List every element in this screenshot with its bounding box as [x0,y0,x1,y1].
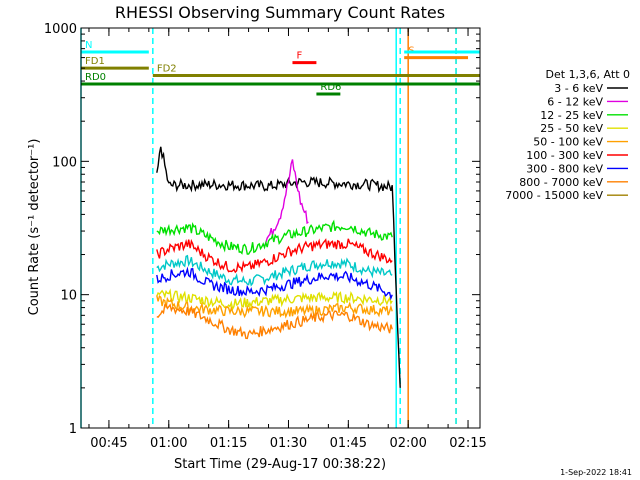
series-line-2 [156,219,393,255]
series-line-3 [156,288,393,312]
flag-label-3: RD0 [85,72,106,83]
legend-label-0: 3 - 6 keV [554,82,603,95]
x-tick-label-5: 02:00 [389,436,426,451]
x-tick-label-6: 02:15 [449,436,486,451]
x-tick-label-1: 01:00 [150,436,187,451]
series-line-1 [263,159,309,247]
legend-label-4: 50 - 100 keV [533,136,603,149]
x-tick-label-4: 01:45 [330,436,367,451]
extra-series-line-0 [156,254,393,287]
legend-label-2: 12 - 25 keV [540,109,603,122]
flag-label-4: RD6 [320,82,341,93]
series-line-0 [156,146,401,388]
x-tick-label-0: 00:45 [90,436,127,451]
chart-title: RHESSI Observing Summary Count Rates [115,3,445,22]
flag-label-2: FD2 [157,64,177,75]
x-tick-label-2: 01:15 [210,436,247,451]
y-tick-label-1: 10 [60,289,77,304]
footer-timestamp: 1-Sep-2022 18:41 [560,468,632,477]
x-axis-label: Start Time (29-Aug-17 00:38:22) [174,457,386,472]
legend-title: Det 1,3,6, Att 0 [546,68,630,81]
legend-label-1: 6 - 12 keV [547,95,603,108]
y-tick-label-0: 1 [69,422,77,437]
y-axis-label: Count Rate (s⁻¹ detector⁻¹) [27,139,42,316]
legend-label-8: 7000 - 15000 keV [505,189,603,202]
flag-label-0: N [85,40,92,51]
legend-label-6: 300 - 800 keV [526,162,603,175]
series-line-6 [156,266,393,301]
y-tick-label-3: 1000 [44,22,77,37]
legend-label-5: 100 - 300 keV [526,149,603,162]
series-line-4 [156,295,393,319]
legend-label-3: 25 - 50 keV [540,122,603,135]
series-line-5 [156,238,393,274]
plot-frame [80,27,481,429]
flag-label-1: FD1 [85,56,105,67]
y-tick-label-2: 100 [52,155,77,170]
series-line-7 [156,303,393,340]
legend-label-7: 800 - 7000 keV [519,176,603,189]
x-tick-label-3: 01:30 [270,436,307,451]
flag-label-5: F [296,51,302,62]
